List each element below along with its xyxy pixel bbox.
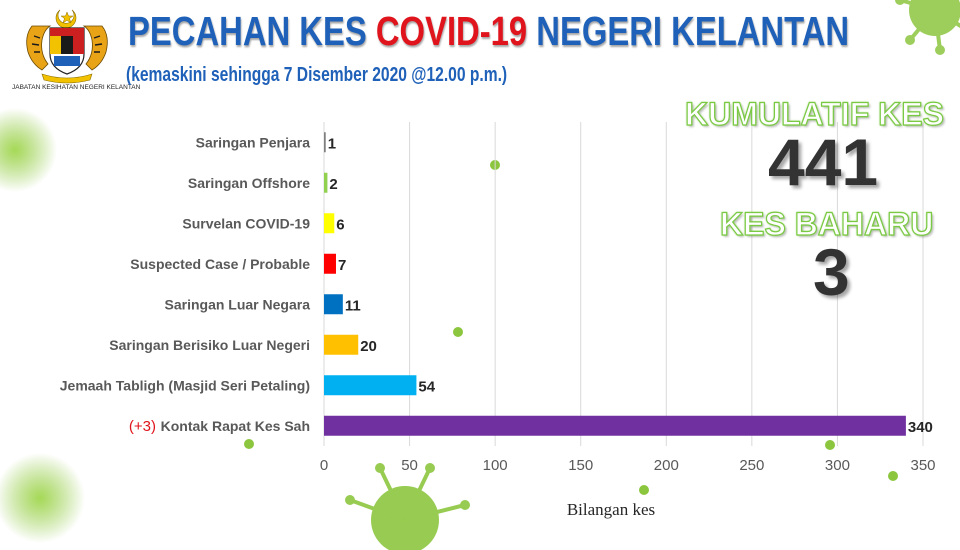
data-label: 7 xyxy=(338,257,346,274)
category-label: Kontak Rapat Kes Sah xyxy=(161,418,310,434)
x-axis-title: Bilangan kes xyxy=(567,500,655,519)
page-subtitle: (kemaskini sehingga 7 Disember 2020 @12.… xyxy=(126,64,508,86)
category-label: Saringan Luar Negara xyxy=(165,296,311,312)
data-label: 2 xyxy=(329,176,337,193)
x-tick-label: 350 xyxy=(910,457,935,474)
x-tick-label: 250 xyxy=(739,457,764,474)
category-label: Suspected Case / Probable xyxy=(130,256,310,272)
header: JABATAN KESIHATAN NEGERI KELANTAN PECAHA… xyxy=(0,0,960,100)
bar xyxy=(324,172,328,193)
category-label: Jemaah Tabligh (Masjid Seri Petaling) xyxy=(60,377,310,393)
new-cases-value: 3 xyxy=(813,235,850,309)
bar xyxy=(324,334,359,355)
bar xyxy=(324,294,343,315)
new-cases-label: KES BAHARU xyxy=(719,205,934,242)
coat-of-arms-icon xyxy=(26,9,108,84)
annotation-label: (+3) xyxy=(129,418,156,435)
cumulative-label: KUMULATIF KES xyxy=(684,95,944,132)
logo-caption: JABATAN KESIHATAN NEGERI KELANTAN xyxy=(12,84,141,91)
bar xyxy=(324,253,336,274)
x-tick-label: 50 xyxy=(401,457,418,474)
data-label: 6 xyxy=(336,216,344,233)
category-label: Survelan COVID-19 xyxy=(182,215,310,231)
category-label: Saringan Offshore xyxy=(188,175,310,191)
data-label: 20 xyxy=(360,338,377,355)
bar xyxy=(324,213,335,234)
category-label: Saringan Berisiko Luar Negeri xyxy=(109,337,310,353)
x-tick-label: 200 xyxy=(654,457,679,474)
category-label: Saringan Penjara xyxy=(196,134,311,150)
cumulative-value: 441 xyxy=(768,125,879,199)
page-title: PECAHAN KES COVID-19 NEGERI KELANTAN xyxy=(128,8,849,55)
bar xyxy=(324,375,417,396)
data-label: 340 xyxy=(908,419,933,436)
x-tick-label: 0 xyxy=(320,457,328,474)
title-part-3: NEGERI KELANTAN xyxy=(527,8,850,54)
data-label: 11 xyxy=(345,297,361,314)
x-tick-label: 150 xyxy=(568,457,593,474)
bar xyxy=(324,415,906,436)
x-tick-label: 300 xyxy=(825,457,850,474)
title-part-2: COVID-19 xyxy=(375,8,528,54)
data-label: 1 xyxy=(328,135,336,152)
x-tick-label: 100 xyxy=(483,457,508,474)
title-part-1: PECAHAN KES xyxy=(128,8,376,54)
data-label: 54 xyxy=(418,378,435,395)
bar xyxy=(324,132,326,153)
ministry-logo: JABATAN KESIHATAN NEGERI KELANTAN xyxy=(12,6,141,94)
